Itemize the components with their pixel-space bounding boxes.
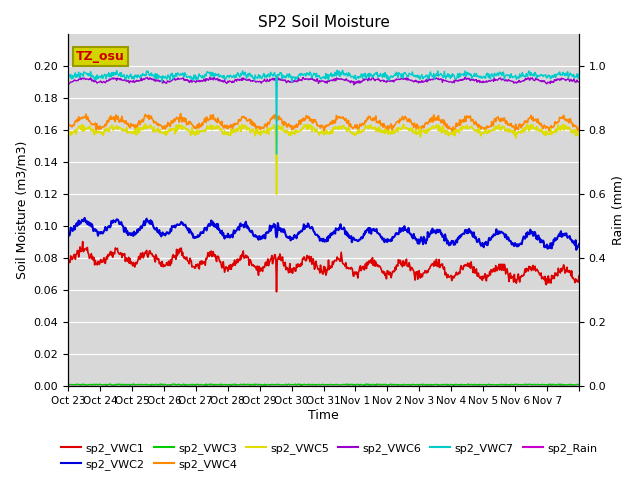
Text: TZ_osu: TZ_osu (76, 50, 124, 63)
Legend: sp2_VWC1, sp2_VWC2, sp2_VWC3, sp2_VWC4, sp2_VWC5, sp2_VWC6, sp2_VWC7, sp2_Rain: sp2_VWC1, sp2_VWC2, sp2_VWC3, sp2_VWC4, … (57, 438, 602, 474)
Y-axis label: Soil Moisture (m3/m3): Soil Moisture (m3/m3) (15, 141, 28, 279)
X-axis label: Time: Time (308, 409, 339, 422)
Title: SP2 Soil Moisture: SP2 Soil Moisture (257, 15, 389, 30)
Y-axis label: Raim (mm): Raim (mm) (612, 175, 625, 245)
